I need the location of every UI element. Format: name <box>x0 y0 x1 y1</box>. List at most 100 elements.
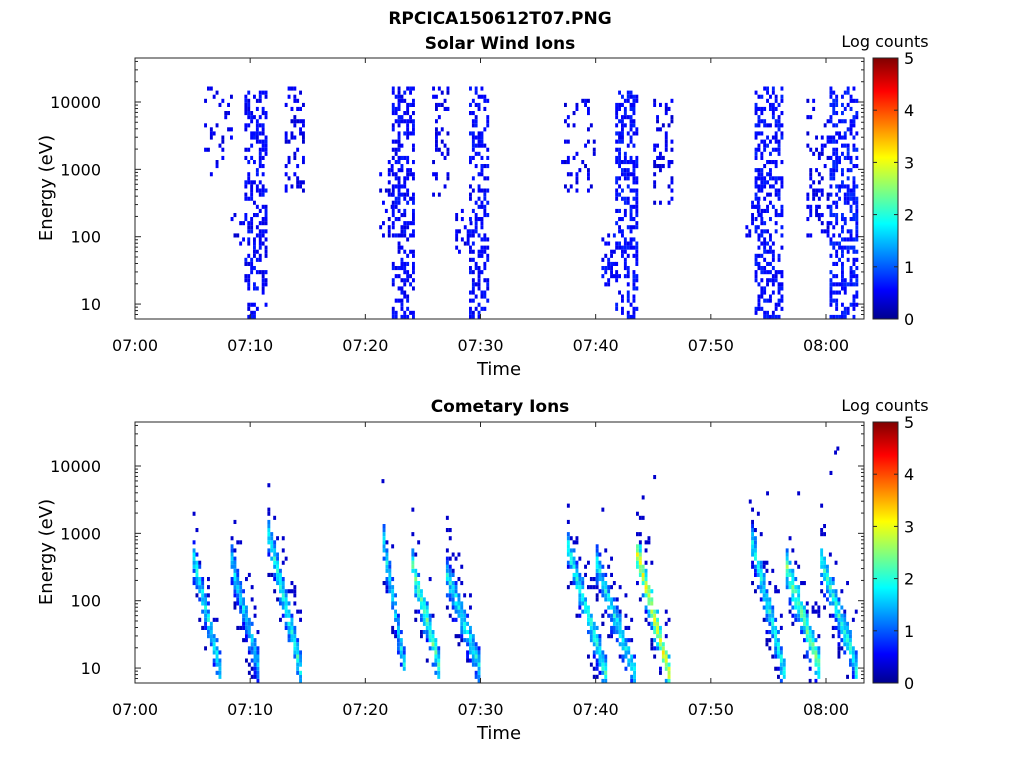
heatmap-cell <box>629 155 633 160</box>
heatmap-cell <box>610 556 613 561</box>
heatmap-cell <box>411 532 415 537</box>
heatmap-cell <box>445 528 449 533</box>
heatmap-cell <box>474 646 478 651</box>
heatmap-cell <box>621 310 624 315</box>
heatmap-cell <box>800 617 803 622</box>
heatmap-cell <box>391 123 395 128</box>
heatmap-cell <box>253 180 256 185</box>
heatmap-cell <box>569 556 573 561</box>
heatmap-cell <box>618 160 621 165</box>
heatmap-cell <box>261 127 265 132</box>
heatmap-cell <box>817 613 821 618</box>
heatmap-cell <box>299 674 302 679</box>
heatmap-cell <box>451 589 455 594</box>
heatmap-cell <box>397 188 401 193</box>
heatmap-cell <box>851 670 855 675</box>
heatmap-cell <box>293 86 297 91</box>
heatmap-cell <box>817 670 821 675</box>
heatmap-cell <box>448 613 452 618</box>
heatmap-cell <box>403 196 407 201</box>
heatmap-cell <box>471 654 475 659</box>
heatmap-cell <box>253 241 256 246</box>
heatmap-cell <box>653 98 657 103</box>
heatmap-cell <box>293 155 297 160</box>
heatmap-cell <box>192 560 196 565</box>
heatmap-cell <box>471 662 475 667</box>
heatmap-cell <box>566 560 570 565</box>
heatmap-cell <box>258 245 262 250</box>
heatmap-cell <box>215 662 219 667</box>
heatmap-cell <box>835 131 839 136</box>
heatmap-cell <box>400 298 404 303</box>
heatmap-cell <box>632 188 636 193</box>
heatmap-cell <box>835 253 839 258</box>
heatmap-cell <box>837 630 841 635</box>
heatmap-cell <box>253 245 256 250</box>
heatmap-cell <box>261 131 265 136</box>
heatmap-cell <box>287 589 291 594</box>
heatmap-cell <box>293 98 297 103</box>
heatmap-cell <box>832 160 836 165</box>
heatmap-cell <box>629 172 633 177</box>
heatmap-cell <box>394 151 398 156</box>
heatmap-cell <box>629 217 633 222</box>
heatmap-cell <box>766 90 769 95</box>
heatmap-cell <box>581 98 585 103</box>
heatmap-cell <box>656 621 659 626</box>
heatmap-cell <box>777 151 781 156</box>
heatmap-cell <box>236 589 240 594</box>
heatmap-cell <box>771 617 775 622</box>
heatmap-cell <box>754 528 757 533</box>
heatmap-cell <box>451 572 455 577</box>
heatmap-cell <box>258 229 262 234</box>
heatmap-cell <box>843 290 847 295</box>
heatmap-cell <box>851 650 855 655</box>
heatmap-cell <box>604 572 608 577</box>
heatmap-cell <box>253 654 257 659</box>
heatmap-cell <box>841 119 844 124</box>
heatmap-cell <box>774 147 778 152</box>
heatmap-cell <box>592 634 596 639</box>
heatmap-cell <box>768 597 772 602</box>
heatmap-cell <box>204 601 207 606</box>
y-axis-label-cometary: Energy (eV) <box>36 499 57 605</box>
heatmap-cell <box>250 225 254 230</box>
heatmap-cell <box>247 160 251 165</box>
heatmap-cell <box>391 192 395 197</box>
heatmap-cell <box>754 278 758 283</box>
heatmap-cell <box>777 123 781 128</box>
heatmap-cell <box>612 609 616 614</box>
heatmap-cell <box>192 540 196 545</box>
heatmap-cell <box>855 294 859 299</box>
heatmap-cell <box>820 581 824 586</box>
heatmap-cell <box>855 155 859 160</box>
heatmap-cell <box>757 168 761 173</box>
heatmap-cell <box>578 585 582 590</box>
heatmap-cell <box>768 601 772 606</box>
heatmap-cell <box>566 544 570 549</box>
heatmap-cell <box>615 131 619 136</box>
heatmap-cell <box>794 601 798 606</box>
heatmap-cell <box>774 139 778 144</box>
heatmap-cell <box>841 261 844 266</box>
heatmap-cell <box>397 617 400 622</box>
heatmap-cell <box>832 123 836 128</box>
heatmap-cell <box>406 237 410 242</box>
heatmap-cell <box>486 147 490 152</box>
heatmap-cell <box>595 548 599 553</box>
heatmap-cell <box>653 613 657 618</box>
heatmap-cell <box>780 111 784 116</box>
heatmap-cell <box>768 621 772 626</box>
heatmap-cell <box>578 601 582 606</box>
heatmap-cell <box>397 94 401 99</box>
heatmap-cell <box>391 102 395 107</box>
heatmap-cell <box>636 532 639 537</box>
heatmap-cell <box>463 638 467 643</box>
heatmap-cell <box>469 111 472 116</box>
heatmap-cell <box>412 229 415 234</box>
heatmap-cell <box>846 634 849 639</box>
heatmap-cell <box>647 593 651 598</box>
heatmap-cell <box>763 139 767 144</box>
heatmap-cell <box>480 225 484 230</box>
heatmap-cell <box>287 621 291 626</box>
